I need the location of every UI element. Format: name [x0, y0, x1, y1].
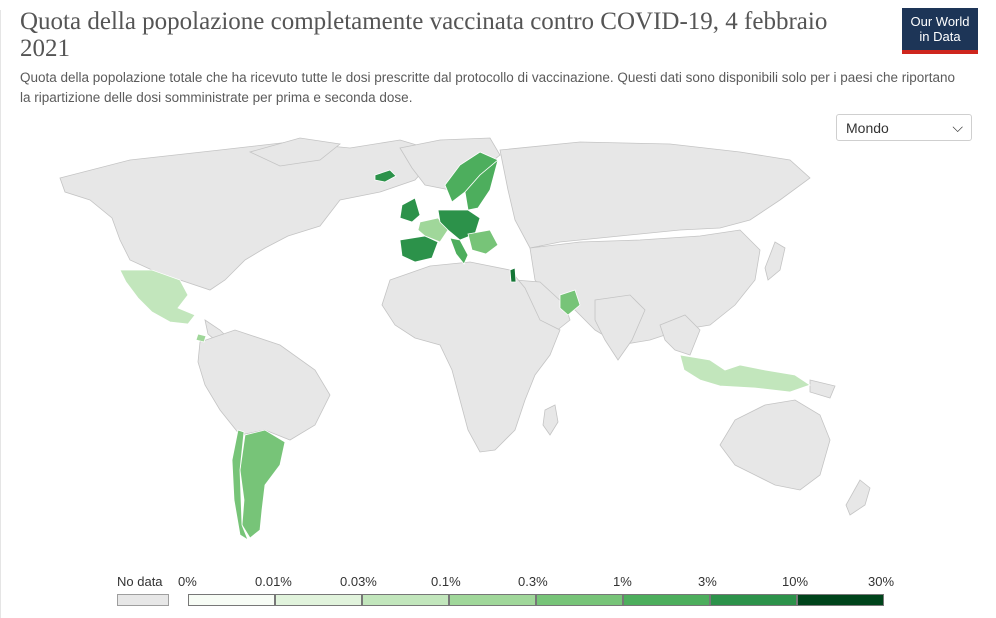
legend-bin-7 — [710, 594, 797, 606]
legend-bin-8 — [797, 594, 884, 606]
legend-tick-2: 0.03% — [340, 574, 377, 589]
country-australia[interactable] — [719, 399, 831, 491]
country-uk-ireland[interactable] — [399, 197, 421, 223]
country-balkans[interactable] — [467, 229, 499, 255]
country-png[interactable] — [809, 379, 836, 399]
country-canada-islands[interactable] — [248, 137, 341, 167]
country-central-europe[interactable] — [437, 209, 481, 241]
legend-bin-1 — [188, 594, 275, 606]
data-countries — [119, 151, 811, 541]
country-asia-central[interactable] — [529, 229, 761, 346]
chart-subtitle: Quota della popolazione totale che ha ri… — [20, 70, 956, 105]
no-data-land — [59, 137, 871, 516]
region-select-value: Mondo — [846, 120, 889, 136]
legend-bin-4 — [449, 594, 536, 606]
owid-logo[interactable]: Our World in Data — [902, 8, 978, 54]
country-south-america-north[interactable] — [197, 329, 331, 441]
country-chile[interactable] — [231, 429, 249, 541]
region-select[interactable]: Mondo ⌵ — [836, 114, 972, 141]
country-france[interactable] — [417, 217, 449, 243]
logo-line-2: in Data — [919, 29, 961, 44]
chevron-down-icon: ⌵ — [952, 119, 963, 135]
logo-line-1: Our World — [910, 14, 970, 29]
country-oman-uae[interactable] — [559, 289, 581, 316]
country-india[interactable] — [594, 294, 646, 361]
legend-tick-8: 30% — [868, 574, 895, 589]
country-spain[interactable] — [399, 235, 439, 263]
country-iceland[interactable] — [374, 169, 397, 183]
legend-bin-3 — [362, 594, 449, 606]
country-israel[interactable] — [509, 267, 517, 283]
legend-tick-7: 10% — [782, 574, 809, 589]
country-mexico[interactable] — [119, 269, 196, 325]
left-divider — [0, 10, 1, 618]
country-new-zealand[interactable] — [845, 479, 871, 516]
chart-title: Quota della popolazione completamente va… — [20, 8, 828, 62]
country-japan[interactable] — [764, 241, 786, 281]
legend-tick-1: 0.01% — [255, 574, 292, 589]
country-russia[interactable] — [499, 141, 811, 249]
legend: No data 0% 0.01% 0.03% 0.1% 0.3% 1% 3% 1… — [108, 566, 908, 614]
legend-bin-5 — [536, 594, 623, 606]
country-costa-rica-panama[interactable] — [195, 333, 207, 343]
legend-no-data-label: No data — [117, 574, 163, 589]
country-argentina[interactable] — [239, 429, 286, 539]
legend-tick-3: 0.1% — [431, 574, 461, 589]
legend-tick-0: 0% — [178, 574, 197, 589]
legend-no-data-swatch — [117, 594, 169, 606]
legend-bin-2 — [275, 594, 362, 606]
country-southeast-asia[interactable] — [659, 314, 701, 356]
world-map — [59, 137, 871, 541]
legend-bin-6 — [623, 594, 710, 606]
legend-tick-6: 3% — [698, 574, 717, 589]
legend-tick-5: 1% — [613, 574, 632, 589]
country-madagascar[interactable] — [542, 404, 559, 436]
country-north-america[interactable] — [59, 139, 441, 291]
legend-tick-4: 0.3% — [518, 574, 548, 589]
country-indonesia[interactable] — [679, 354, 811, 393]
country-italy[interactable] — [449, 237, 469, 265]
